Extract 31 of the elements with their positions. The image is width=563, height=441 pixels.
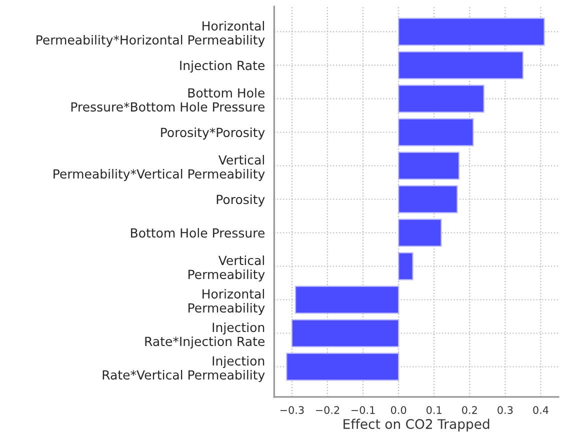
x-tick-label: 0.4 — [533, 406, 548, 414]
x-axis-title: Effect on CO2 Trapped — [344, 418, 490, 432]
bar — [398, 118, 474, 146]
bar — [398, 152, 460, 180]
x-tick-label: 0.2 — [462, 406, 477, 414]
bar — [398, 18, 545, 46]
bar — [398, 218, 442, 247]
y-tick-label: Vertical Permeability — [188, 255, 265, 282]
bar — [294, 286, 400, 314]
bar — [398, 185, 458, 214]
bar — [291, 319, 400, 348]
bar — [398, 84, 484, 113]
y-tick-label: Bottom Hole Pressure*Bottom Hole Pressure — [71, 88, 264, 112]
y-tick-label: Injection Rate*Injection Rate — [145, 322, 264, 349]
x-tick-label: −0.2 — [316, 406, 340, 414]
x-tick-label: 0.3 — [498, 406, 513, 414]
y-tick-label: Horizontal Permeability — [188, 288, 265, 316]
y-tick-label: Porosity*Porosity — [161, 127, 265, 140]
x-tick-label: −0.3 — [280, 406, 304, 414]
bar — [398, 252, 414, 280]
y-tick-label: Horizontal Permeability*Horizontal Permeability — [36, 20, 265, 48]
x-tick-label: 0.1 — [426, 406, 442, 414]
x-tick-label: 0.0 — [390, 406, 406, 414]
y-tick-label: Injection Rate — [180, 60, 264, 73]
bar — [398, 51, 524, 80]
y-tick-label: Vertical Permeability*Vertical Permeability — [54, 154, 265, 182]
x-tick-label: −0.1 — [351, 406, 375, 414]
bar — [286, 352, 400, 381]
y-tick-label: Porosity — [216, 194, 265, 207]
y-tick-label: Injection Rate*Vertical Permeability — [102, 356, 265, 382]
y-tick-label: Bottom Hole Pressure — [131, 228, 264, 238]
